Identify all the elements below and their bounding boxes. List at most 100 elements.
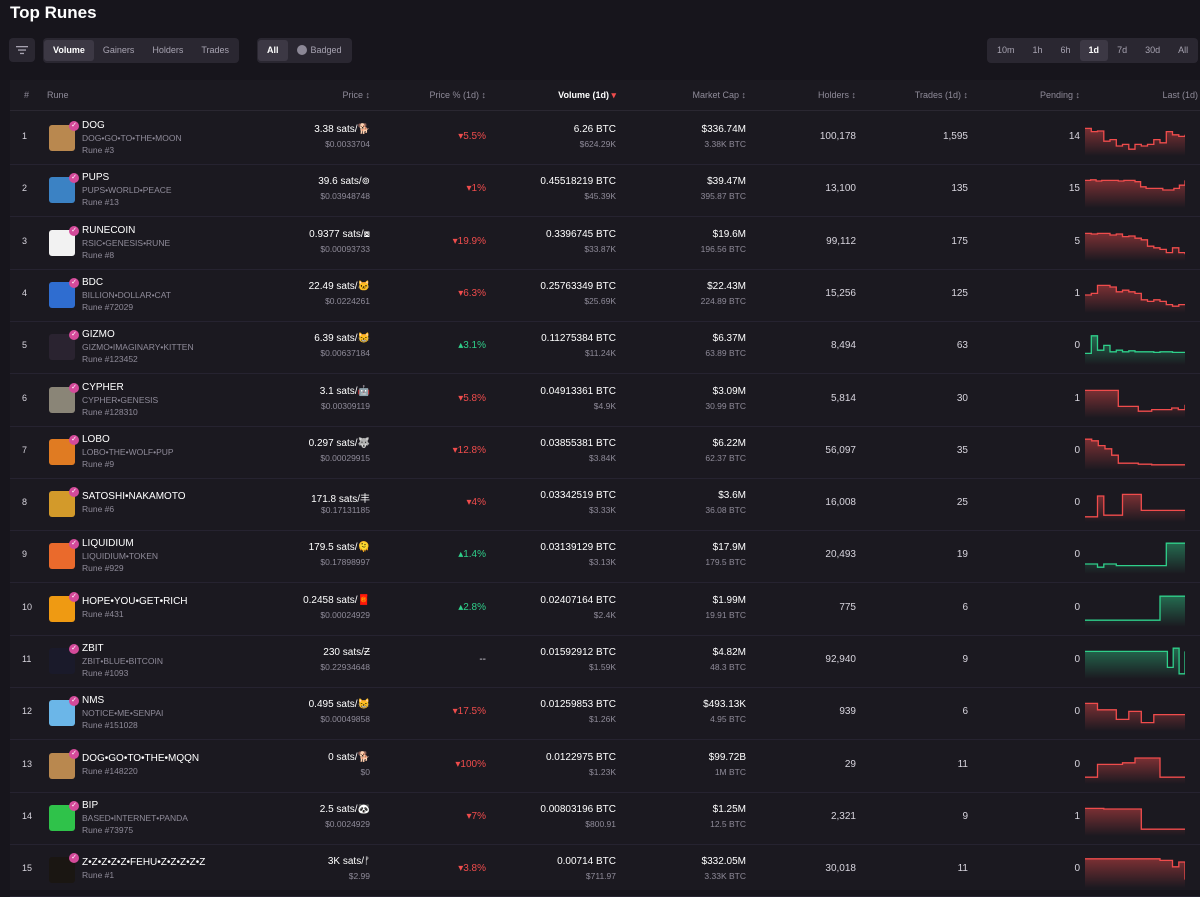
rune-number: Rune #1 (82, 870, 115, 881)
holders-count: 16,008 (825, 497, 856, 509)
rank: 1 (22, 131, 28, 141)
rune-name[interactable]: Z•Z•Z•Z•Z•FEHU•Z•Z•Z•Z•Z (82, 857, 206, 869)
rune-name[interactable]: DOG•GO•TO•THE•MQQN (82, 752, 200, 764)
market-cap-usd: $39.47M (707, 176, 746, 188)
timeframe-1h[interactable]: 1h (1032, 45, 1043, 55)
market-cap-usd: $3.09M (712, 385, 746, 397)
sparkline-area (1085, 648, 1185, 679)
pending-count: 15 (1068, 183, 1080, 195)
verified-badge-icon: ✓ (69, 853, 79, 864)
rune-name[interactable]: BDC (82, 276, 104, 288)
table-row[interactable]: 14 ✓ BIP BASED•INTERNET•PANDA Rune #73975 2.5… (10, 792, 1200, 845)
timeframe-all[interactable]: All (1178, 45, 1189, 55)
price-sats: 0.495 sats/😸 (308, 699, 370, 711)
rune-name[interactable]: DOG (82, 120, 105, 131)
pending-count: 0 (1074, 863, 1080, 875)
col-holders[interactable]: Holders ↕ (817, 90, 856, 100)
col-rune: Rune (47, 90, 69, 100)
rune-number: Rune #3 (82, 145, 115, 155)
timeframe-7d[interactable]: 7d (1117, 45, 1128, 55)
sparkline-line (1085, 438, 1185, 466)
rune-name[interactable]: SATOSHI•NAKAMOTO (82, 491, 186, 503)
table-row[interactable]: 13 ✓ DOG•GO•TO•THE•MQQN Rune #148220 0 sats/… (10, 740, 1200, 793)
table-row[interactable]: 8 ✓ SATOSHI•NAKAMOTO Rune #6 171.8 sats/丰 $0.… (10, 478, 1200, 532)
rune-name[interactable]: CYPHER (82, 381, 124, 393)
price-sats: 6.39 sats/😸 (314, 333, 370, 345)
timeframe-30d[interactable]: 30d (1145, 45, 1161, 55)
rune-name[interactable]: BIP (82, 799, 99, 811)
rank: 9 (22, 549, 28, 560)
rune-name[interactable]: LOBO (82, 433, 110, 445)
market-cap-btc: 30.99 BTC (705, 400, 746, 411)
cypher-avatar-icon: ✓ (49, 382, 79, 413)
rune-name[interactable]: LIQUIDIUM (82, 538, 134, 550)
trades-count: 6 (962, 601, 968, 613)
table-row[interactable]: 4 ✓ BDC BILLION•DOLLAR•CAT Rune #72029 22.49 … (10, 269, 1200, 322)
filter-button[interactable] (9, 38, 35, 62)
col-price[interactable]: Price ↕ (342, 90, 370, 100)
table-row[interactable]: 6 ✓ CYPHER CYPHER•GENESIS Rune #128310 3.1 sa… (10, 374, 1200, 427)
rank: 4 (22, 287, 28, 298)
price-usd: $0.0224261 (325, 295, 370, 306)
price-change: ▾4% (466, 497, 486, 509)
col-price-pct[interactable]: Price % (1d) ↕ (429, 90, 486, 100)
table-row[interactable]: 7 ✓ LOBO LOBO•THE•WOLF•PUP Rune #9 0.297 sats… (10, 426, 1200, 479)
sparkline-area (1085, 128, 1185, 156)
sparkline-area (1085, 389, 1185, 418)
rune-number: Rune #8 (82, 249, 115, 260)
market-cap-usd: $493.13K (703, 699, 746, 711)
table-row[interactable]: 9 ✓ LIQUIDIUM LIQUIDIUM•TOKEN Rune #929 179.5… (10, 530, 1200, 584)
market-cap-usd: $336.74M (701, 124, 746, 135)
runes-table: # Rune Price ↕ Price % (1d) ↕ Volume (1d… (10, 80, 1200, 897)
price-sparkline (1085, 807, 1185, 836)
price-sats: 0 sats/🐕 (328, 751, 370, 763)
sparkline-area (1085, 808, 1185, 836)
verified-badge-icon: ✓ (69, 591, 79, 602)
table-row[interactable]: 1 ✓ DOG DOG•GO•TO•THE•MOON Rune #3 3.38 sats/… (10, 112, 1200, 165)
timeframe-1d[interactable]: 1d (1079, 40, 1109, 61)
holders-count: 20,493 (825, 549, 856, 561)
rank: 12 (22, 706, 33, 717)
price-change: ▾5.8% (458, 392, 486, 404)
timeframe-6h[interactable]: 6h (1060, 45, 1071, 55)
tab-volume[interactable]: Volume (44, 40, 94, 61)
table-row[interactable]: 11 ✓ ZBIT ZBIT•BLUE•BITCOIN Rune #1093 230 sa… (10, 635, 1200, 688)
table-row[interactable]: 10 ✓ HOPE•YOU•GET•RICH Rune #431 0.2458 sats… (10, 583, 1200, 636)
col-pending[interactable]: Pending ↕ (1039, 90, 1080, 100)
table-row[interactable]: 3 ✓ RUNECOIN RSIC•GENESIS•RUNE Rune #8 0.9377… (10, 217, 1200, 270)
price-sparkline (1085, 493, 1185, 523)
rune-name[interactable]: HOPE•YOU•GET•RICH (82, 595, 188, 607)
rune-spaced-name: RSIC•GENESIS•RUNE (82, 237, 171, 248)
volume-usd: $2.4K (593, 609, 616, 620)
table-row[interactable]: 15 ✓ Z•Z•Z•Z•Z•FEHU•Z•Z•Z•Z•Z Rune #1 3K sat… (10, 844, 1200, 897)
hope-avatar-icon: ✓ (49, 591, 79, 622)
rune-name[interactable]: ZBIT (82, 643, 104, 654)
rank: 3 (22, 235, 28, 246)
market-cap-btc: 63.89 BTC (705, 348, 746, 359)
rune-name[interactable]: RUNECOIN (82, 224, 136, 236)
price-sparkline (1085, 647, 1185, 679)
verified-badge-icon: ✓ (69, 382, 79, 393)
tab-trades[interactable]: Trades (201, 45, 230, 55)
table-row[interactable]: 12 ✓ NMS NOTICE•ME•SENPAI Rune #151028 0.495 … (10, 687, 1200, 741)
filter-badged[interactable]: Badged (288, 40, 351, 61)
holders-count: 56,097 (825, 444, 856, 456)
timeframe-10m[interactable]: 10m (997, 45, 1015, 55)
table-row[interactable]: 5 ✓ GIZMO GIZMO•IMAGINARY•KITTEN Rune #12345… (10, 321, 1200, 375)
col-market-cap[interactable]: Market Cap ↕ (692, 90, 746, 100)
rune-name[interactable]: NMS (82, 695, 105, 707)
holders-count: 939 (839, 706, 856, 718)
col-volume[interactable]: Volume (1d) ▾ (558, 90, 616, 101)
col-trades[interactable]: Trades (1d) ↕ (914, 90, 968, 100)
table-row[interactable]: 2 ✓ PUPS PUPS•WORLD•PEACE Rune #13 39.6 sats/… (10, 164, 1200, 218)
rune-number: Rune #148220 (82, 765, 138, 776)
pending-count: 0 (1074, 758, 1080, 770)
tab-holders[interactable]: Holders (152, 45, 184, 55)
rune-name[interactable]: GIZMO (82, 329, 115, 341)
col-price-pct-label: Price % (1d) (429, 90, 479, 100)
market-cap-btc: 3.38K BTC (704, 139, 746, 149)
filter-all[interactable]: All (258, 40, 288, 61)
tab-gainers[interactable]: Gainers (102, 45, 135, 55)
rune-name[interactable]: PUPS (82, 172, 110, 184)
volume-btc: 0.03139129 BTC (540, 542, 616, 554)
